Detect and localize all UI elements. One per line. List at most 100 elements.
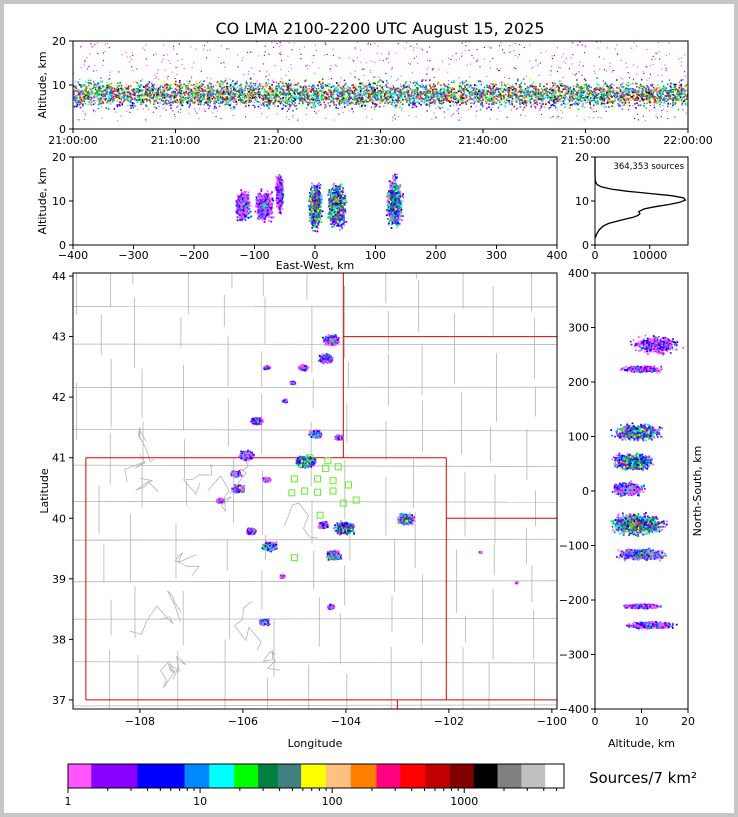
y-tick-label: 41	[52, 452, 66, 465]
colorbar-segment	[209, 764, 235, 788]
altitude-north-south-panel: −400 −300 −200 −100 0 100 200 300 400 0 10 20 Altitu…	[559, 267, 704, 750]
x-tick-label: −200	[179, 249, 209, 262]
y-tick-label: 300	[568, 322, 589, 335]
lma-station-marker	[352, 496, 360, 504]
lma-station-marker	[324, 457, 332, 465]
x-tick-label: 100	[365, 249, 386, 262]
y-tick-label: 200	[568, 376, 589, 389]
colorbar-label: Sources/7 km²	[589, 769, 697, 787]
figure-frame: CO LMA 2100-2200 UTC August 15, 2025 0 10…	[4, 4, 734, 813]
lma-station-marker	[314, 488, 322, 496]
colorbar-segment	[91, 764, 138, 788]
lma-station-marker	[314, 475, 322, 483]
y-tick-label: 40	[52, 512, 66, 525]
x-tick-label: 21:00:00	[48, 134, 97, 147]
x-tick-label: −102	[434, 715, 464, 728]
north-south-sources	[610, 334, 685, 630]
county-boundary	[167, 655, 187, 680]
y-axis-label: Latitude	[38, 468, 51, 514]
county-boundary	[73, 704, 557, 707]
x-axis-label: Longitude	[288, 737, 343, 750]
y-tick-label: 10	[52, 195, 66, 208]
county-boundary	[283, 502, 318, 539]
lma-station-marker	[329, 477, 337, 485]
county-boundary	[73, 661, 557, 664]
colorbar-segment	[449, 764, 475, 788]
colorbar-segment	[545, 764, 565, 788]
colorbar-outline	[67, 763, 565, 789]
colorbar-segment	[400, 764, 426, 788]
county-boundary	[135, 478, 159, 493]
x-tick-label: 21:10:00	[151, 134, 200, 147]
map-basemap	[73, 273, 557, 709]
colorbar-segment	[277, 764, 302, 788]
x-tick-label: 22:00:00	[663, 134, 712, 147]
y-tick-label: 20	[575, 151, 589, 164]
storm-cells	[215, 334, 519, 627]
x-tick-label: 21:20:00	[253, 134, 302, 147]
county-boundary	[73, 618, 557, 620]
x-axis-label: Altitude, km	[608, 737, 675, 750]
county-boundary	[137, 427, 155, 463]
source-count-annotation: 364,353 sources	[613, 162, 684, 172]
colorbar-segment	[257, 764, 279, 788]
x-axis-label: East-West, km	[276, 259, 354, 272]
y-tick-label: 42	[52, 391, 66, 404]
county-boundary	[73, 464, 557, 468]
county-boundary	[73, 538, 557, 541]
county-boundary	[182, 463, 214, 495]
x-tick-label: −100	[239, 249, 269, 262]
x-tick-label: 21:50:00	[561, 134, 610, 147]
y-axis-label: North-South, km	[691, 446, 704, 537]
time-altitude-panel: 0 10 20 21:00:00 21:10:00 21:20:00 21:30:00 21:…	[36, 35, 713, 147]
lma-station-marker	[306, 454, 314, 462]
lma-station-marker	[290, 554, 298, 562]
x-tick-label: 400	[547, 249, 568, 262]
chart-title: CO LMA 2100-2200 UTC August 15, 2025	[215, 19, 544, 38]
colorbar-segment	[497, 764, 522, 788]
county-boundary	[129, 605, 174, 635]
altitude-histogram-panel: 364,353 sources 0 10 20 0 10000	[575, 151, 689, 262]
altitude-histogram-line	[594, 157, 687, 239]
y-tick-label: 44	[52, 270, 66, 283]
y-tick-label: 43	[52, 331, 66, 344]
x-tick-label: 300	[486, 249, 507, 262]
lma-station-marker	[344, 481, 352, 489]
colorbar: 1 10 100 1000 Sources/7 km²	[65, 763, 697, 808]
x-tick-label: −300	[118, 249, 148, 262]
county-boundary	[262, 650, 280, 671]
x-tick-label: 10	[635, 715, 649, 728]
lma-figure: CO LMA 2100-2200 UTC August 15, 2025 0 10…	[36, 19, 713, 808]
y-tick-label: 10	[575, 195, 589, 208]
x-tick-label: 0	[312, 249, 319, 262]
colorbar-segment	[234, 764, 259, 788]
colorbar-segment	[68, 764, 92, 788]
lma-station-marker	[329, 487, 337, 495]
county-boundary	[174, 552, 200, 577]
x-tick-label: −400	[58, 249, 88, 262]
colorbar-tick-label: 100	[322, 795, 343, 808]
x-tick-label: 21:30:00	[356, 134, 405, 147]
colorbar-segment	[301, 764, 327, 788]
colorbar-tick-label: 10	[193, 795, 207, 808]
colorbar-tick-label: 1000	[450, 795, 478, 808]
y-tick-label: 37	[52, 694, 66, 707]
y-tick-label: −300	[559, 649, 589, 662]
y-tick-label: 39	[52, 573, 66, 586]
x-tick-label: 0	[592, 249, 599, 262]
x-tick-label: 10000	[632, 249, 667, 262]
colorbar-segment	[425, 764, 451, 788]
y-tick-label: 0	[59, 123, 66, 136]
y-tick-label: 400	[568, 267, 589, 280]
east-west-sources	[234, 173, 405, 233]
y-tick-label: −400	[559, 703, 589, 716]
y-tick-label: 38	[52, 633, 66, 646]
lma-station-marker	[288, 489, 296, 497]
y-tick-label: 0	[582, 239, 589, 252]
y-tick-label: 0	[59, 239, 66, 252]
colorbar-segment	[184, 764, 210, 788]
lma-station-marker	[321, 465, 329, 473]
county-boundary	[207, 475, 232, 513]
x-tick-label: −100	[537, 715, 567, 728]
colorbar-segment	[376, 764, 401, 788]
